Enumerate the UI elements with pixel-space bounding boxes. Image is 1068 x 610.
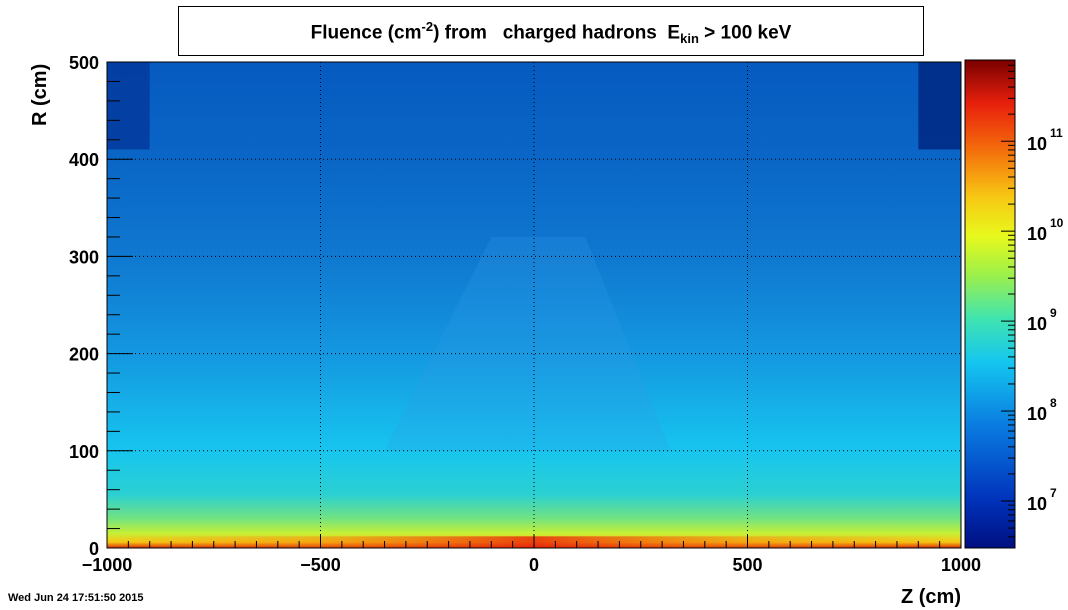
- colorbar-tick-label: 10: [1027, 224, 1047, 244]
- y-tick-label: 400: [69, 150, 99, 170]
- heatmap-cell: [384, 236, 671, 451]
- x-tick-label: −500: [300, 555, 341, 575]
- x-tick-labels: −1000 −500 0 500 1000: [82, 555, 981, 575]
- chart-title-box: Fluence (cm-2) from charged hadrons Ekin…: [178, 6, 924, 56]
- heatmap-cell: [107, 62, 150, 150]
- axis-ticks: [106, 61, 962, 549]
- y-axis-label: R (cm): [29, 64, 51, 126]
- colorbar-tick-exponent: 10: [1050, 216, 1064, 230]
- x-tick-label: 0: [529, 555, 539, 575]
- x-tick-label: −1000: [82, 555, 133, 575]
- grid-lines: [107, 62, 961, 548]
- heatmap-cell: [918, 62, 961, 150]
- y-tick-labels: 0 100 200 300 400 500: [69, 53, 99, 559]
- x-tick-label: 500: [732, 555, 762, 575]
- colorbar-tick-exponent: 9: [1050, 306, 1057, 320]
- colorbar-gradient: [965, 60, 1015, 548]
- y-tick-label: 300: [69, 247, 99, 267]
- x-axis-label: Z (cm): [901, 586, 961, 608]
- y-tick-label: 200: [69, 345, 99, 365]
- colorbar-tick-exponent: 8: [1050, 396, 1057, 410]
- chart-title: Fluence (cm-2) from charged hadrons Ekin…: [310, 19, 792, 47]
- y-tick-label: 100: [69, 442, 99, 462]
- colorbar-tick-exponent: 7: [1050, 486, 1057, 500]
- colorbar-frame: [964, 59, 1016, 549]
- x-tick-label: 1000: [941, 555, 981, 575]
- colorbar-tick-label: 10: [1027, 134, 1047, 154]
- y-tick-label: 500: [69, 53, 99, 73]
- colorbar-tick-exponent: 11: [1050, 126, 1063, 140]
- y-tick-label: 0: [89, 539, 99, 559]
- colorbar-tick-label: 10: [1027, 404, 1047, 424]
- timestamp: Wed Jun 24 17:51:50 2015: [8, 592, 144, 604]
- colorbar-tick-label: 10: [1027, 314, 1047, 334]
- colorbar-tick-label: 10: [1027, 494, 1047, 514]
